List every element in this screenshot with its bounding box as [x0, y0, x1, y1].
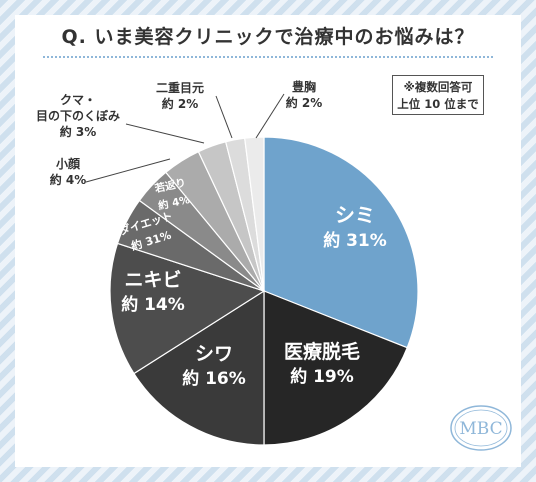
outer-label-8-line-1: クマ・	[60, 93, 96, 107]
leader-line-8	[125, 123, 205, 144]
slice-label-3: シワ	[195, 343, 233, 365]
note-line-1: ※複数回答可	[403, 80, 473, 94]
mbc-logo: MBC	[448, 403, 514, 453]
slice-label-group-1: シミ約 31%	[323, 203, 387, 251]
slice-4	[109, 242, 266, 375]
note-box: ※複数回答可 上位 10 位まで	[392, 75, 484, 115]
leader-line-7	[85, 158, 171, 183]
slice-label-group-3: シワ約 16%	[182, 343, 246, 389]
slice-value-4: 約 14%	[121, 294, 185, 315]
slice-3	[133, 289, 265, 446]
outer-label-8-line-2: 目の下のくぼみ	[36, 109, 120, 123]
outer-label-10-line-1: 豊胸	[292, 79, 316, 94]
slice-1	[263, 136, 419, 349]
outer-value-9: 約 2%	[162, 96, 199, 111]
title-divider	[43, 56, 493, 58]
outer-value-7: 約 4%	[50, 172, 87, 187]
leader-line-10	[255, 93, 285, 139]
outer-label-9-line-1: 二重目元	[156, 80, 204, 95]
slice-label-2: 医療脱毛	[284, 340, 360, 363]
outer-value-10: 約 2%	[286, 95, 323, 110]
outer-value-8: 約 3%	[60, 124, 97, 139]
outer-label-7-line-1: 小顔	[56, 156, 81, 171]
slice-2	[263, 290, 408, 446]
slice-label-4: ニキビ	[124, 269, 181, 291]
slice-label-1: シミ	[335, 203, 375, 227]
slice-10	[244, 136, 265, 292]
slice-value-2: 約 19%	[290, 366, 354, 387]
logo-text: MBC	[459, 419, 502, 439]
note-line-2: 上位 10 位まで	[397, 97, 479, 111]
chart-title: Q. いま美容クリニックで治療中のお悩みは？	[61, 26, 475, 48]
slice-value-1: 約 31%	[323, 230, 387, 251]
slice-value-3: 約 16%	[182, 368, 246, 389]
leader-line-9	[215, 95, 233, 139]
